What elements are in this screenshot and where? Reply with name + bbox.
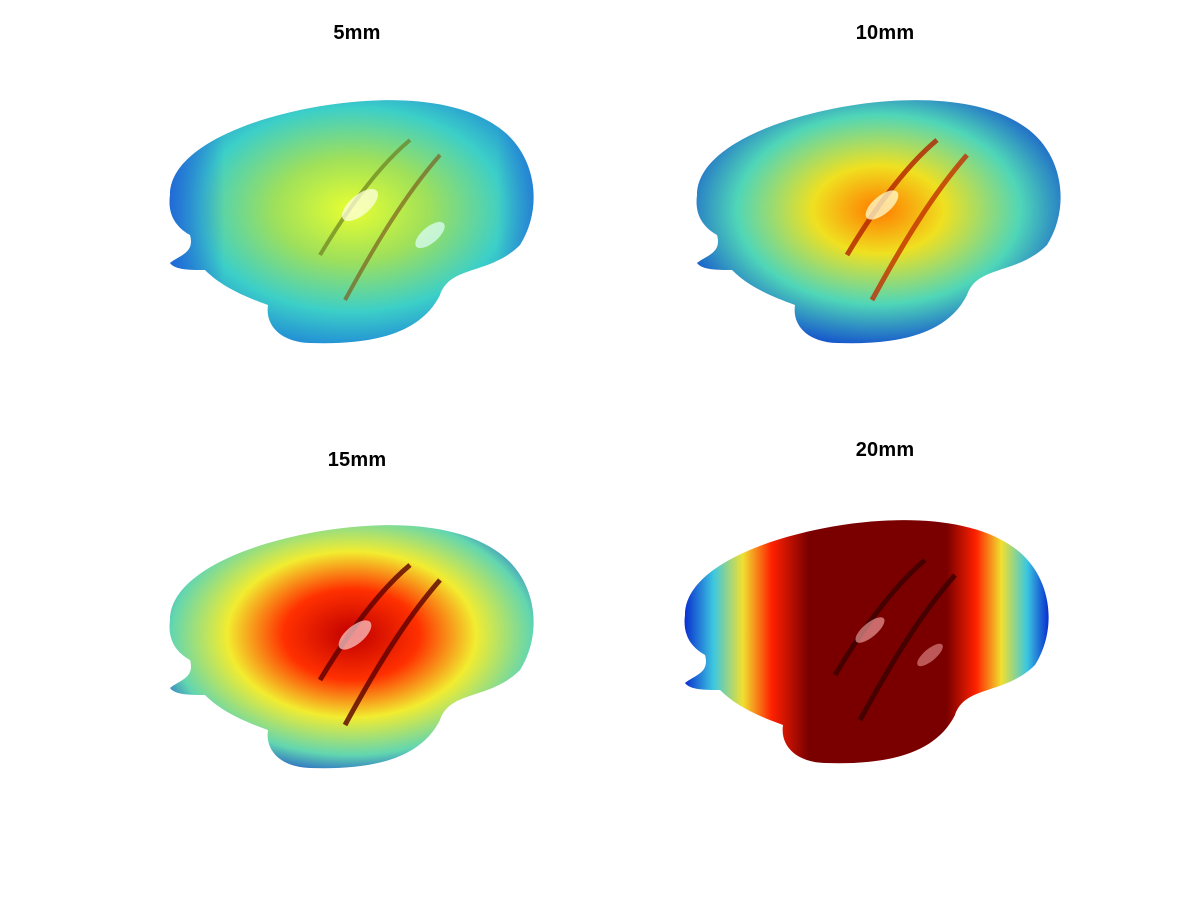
panel-20mm: 20mm: [535, 425, 1135, 875]
panel-title: 10mm: [855, 22, 915, 44]
panel-10mm: 10mm: [535, 0, 1135, 450]
panel-title: 15mm: [327, 449, 387, 471]
panel-15mm: 15mm: [0, 425, 600, 875]
brain-surface-render: [169, 100, 534, 344]
panel-5mm: 5mm: [0, 0, 600, 450]
brain-surface-render: [696, 100, 1061, 344]
panel-title: 20mm: [855, 439, 915, 461]
brain-surface-render: [169, 525, 534, 769]
brain-surface-render: [684, 520, 1049, 764]
panel-title: 5mm: [333, 22, 381, 44]
